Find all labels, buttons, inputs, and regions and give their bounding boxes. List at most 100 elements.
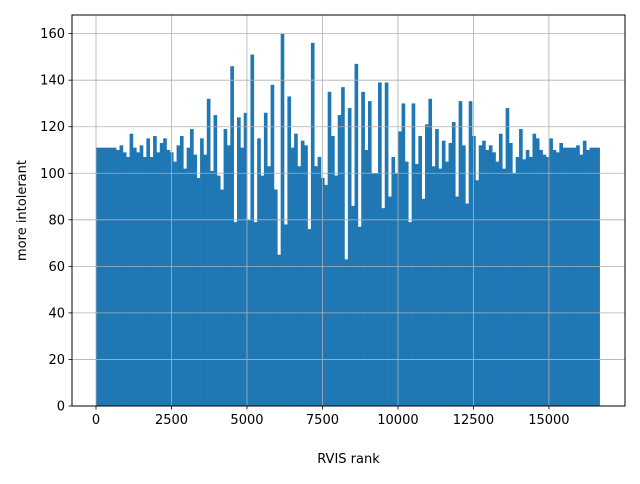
histogram-bar (596, 147, 600, 407)
histogram-bar (357, 226, 362, 406)
histogram-bar (431, 166, 436, 406)
histogram-bar (300, 140, 305, 406)
bars (96, 33, 600, 407)
histogram-bar (230, 66, 234, 406)
histogram-bar (468, 101, 473, 406)
histogram-bar (542, 154, 547, 406)
histogram-bar (398, 131, 402, 406)
histogram-bar (384, 82, 389, 406)
histogram-bar (341, 87, 345, 407)
histogram-bar (304, 145, 308, 407)
histogram-bar (441, 140, 446, 406)
histogram-bar (334, 175, 339, 406)
histogram-bar (461, 145, 466, 407)
histogram-bar (451, 122, 456, 407)
histogram-bar (455, 196, 459, 406)
histogram-bar (502, 168, 506, 406)
histogram-bar (156, 152, 161, 406)
histogram-bar (196, 177, 201, 406)
histogram-bar (562, 147, 567, 407)
histogram-bar (136, 152, 140, 406)
histogram-bar (294, 133, 298, 407)
histogram-bar (237, 117, 241, 407)
histogram-bar (351, 205, 355, 406)
histogram-bar (354, 63, 359, 406)
histogram-bar (337, 115, 342, 406)
histogram-bar (206, 98, 211, 407)
histogram-bar (173, 161, 177, 406)
histogram-bar (297, 166, 302, 406)
histogram-bar (179, 136, 184, 406)
histogram-bar (270, 84, 275, 407)
histogram-bar (240, 147, 245, 407)
x-axis-ticks: 0 2500 5000 7500 10000 12500 15000 (92, 406, 570, 428)
histogram-bar (223, 129, 228, 406)
histogram-bar (495, 161, 500, 406)
histogram-bar (478, 145, 483, 407)
histogram-bar (263, 112, 268, 406)
histogram-bar (146, 138, 151, 406)
histogram-bar (465, 203, 469, 406)
histogram-bar (559, 143, 564, 406)
x-tick-label: 7500 (306, 413, 339, 428)
histogram-bar (535, 138, 540, 406)
histogram-bar (512, 173, 516, 406)
histogram-bar (435, 129, 439, 406)
histogram-bar (508, 143, 513, 406)
histogram-bar (277, 254, 281, 406)
y-tick-label: 40 (48, 306, 65, 321)
histogram-bar (284, 224, 288, 406)
histogram-bar (525, 149, 530, 406)
histogram-bar (401, 103, 406, 406)
histogram-bar (408, 222, 412, 406)
histogram-bar (472, 136, 476, 406)
histogram-bar (404, 161, 409, 406)
histogram-bar (448, 143, 453, 406)
histogram-bar (99, 147, 104, 407)
histogram-bar (106, 147, 110, 407)
histogram-bar (226, 145, 231, 407)
x-tick-label: 0 (92, 413, 100, 428)
histogram-bar (579, 154, 584, 406)
histogram-bar (267, 166, 271, 406)
histogram-bar (555, 152, 560, 406)
y-tick-label: 60 (48, 260, 65, 275)
histogram-bar (418, 136, 422, 406)
histogram-bar (116, 149, 120, 406)
x-tick-label: 12500 (453, 413, 494, 428)
histogram-bar (216, 175, 221, 406)
x-tick-label: 10000 (377, 413, 418, 428)
histogram-bar (327, 91, 332, 406)
histogram-bar (260, 175, 265, 406)
histogram-bar (166, 149, 171, 406)
y-axis-ticks: 0 20 40 60 80 100 120 140 160 (40, 27, 72, 415)
histogram-bar (378, 82, 382, 406)
x-axis-label: RVIS rank (317, 452, 380, 467)
y-tick-label: 0 (57, 400, 65, 415)
histogram-bar (317, 156, 322, 406)
histogram-bar (364, 149, 369, 406)
histogram-bar (566, 147, 570, 407)
histogram-bar (213, 115, 218, 406)
histogram-bar (421, 198, 426, 406)
histogram-bar (498, 133, 503, 407)
histogram-bar (132, 147, 137, 407)
histogram-bar (381, 208, 386, 406)
histogram-bar (492, 152, 496, 406)
histogram-bar (149, 156, 154, 406)
histogram-bar (126, 156, 130, 406)
histogram-bar (391, 156, 396, 406)
histogram-bar (388, 196, 392, 406)
histogram-bar (203, 154, 208, 406)
histogram-bar (482, 140, 486, 406)
histogram-bar (361, 91, 365, 406)
histogram-bar (159, 143, 164, 406)
histogram-bar (210, 170, 214, 406)
histogram-bar (96, 147, 100, 407)
histogram-bar (572, 147, 577, 407)
histogram-bar (367, 101, 372, 406)
histogram-bar (109, 147, 114, 407)
histogram-bar (586, 149, 590, 406)
histogram-bar (347, 108, 352, 406)
